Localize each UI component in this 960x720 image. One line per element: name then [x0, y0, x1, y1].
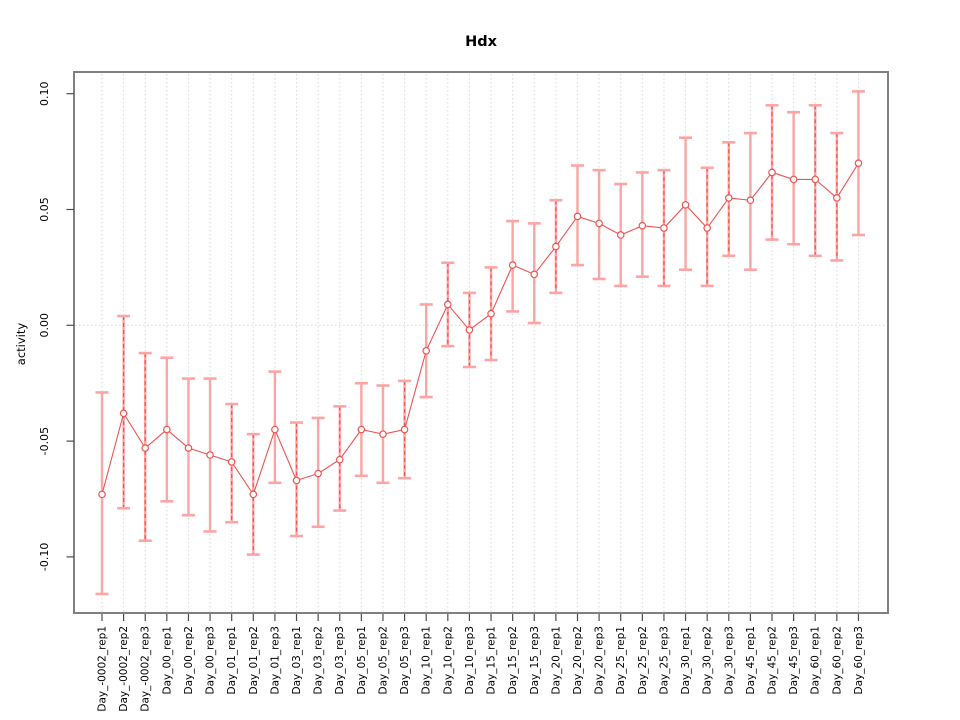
y-tick-label: 0.10 — [38, 81, 51, 106]
x-tick-label: Day_25_rep1 — [615, 626, 627, 695]
data-point — [422, 346, 430, 355]
data-point — [98, 490, 106, 499]
x-tick-label: Day_00_rep3 — [205, 626, 217, 695]
x-tick-label: Day_-0002_rep3 — [140, 626, 152, 712]
data-point — [487, 309, 495, 318]
data-point — [357, 425, 366, 434]
x-tick-label: Day_-0002_rep1 — [97, 626, 109, 712]
data-point — [768, 168, 776, 177]
series-line — [101, 162, 859, 496]
x-tick-label: Day_60_rep2 — [831, 626, 843, 695]
data-point — [508, 261, 517, 269]
data-point — [638, 221, 647, 230]
x-tick-label: Day_20_rep2 — [572, 626, 584, 695]
data-point — [335, 455, 344, 464]
x-tick-label: Day_10_rep1 — [421, 626, 433, 695]
x-tick-label: Day_01_rep3 — [269, 626, 281, 695]
data-point — [379, 430, 387, 438]
plot-frame — [73, 71, 889, 614]
y-tick-label: -0.05 — [38, 427, 51, 455]
data-point — [249, 490, 258, 499]
data-point — [746, 196, 755, 205]
x-tick-label: Day_15_rep2 — [507, 626, 519, 695]
data-point — [552, 242, 560, 251]
x-tick-label: Day_01_rep1 — [226, 626, 238, 695]
x-tick-label: Day_45_rep1 — [745, 626, 757, 695]
data-point — [811, 175, 820, 184]
x-tick-label: Day_03_rep3 — [334, 626, 346, 695]
x-tick-label: Day_15_rep3 — [529, 626, 541, 695]
data-point — [833, 194, 841, 202]
data-point — [141, 444, 150, 452]
x-tick-label: Day_05_rep1 — [356, 626, 368, 695]
data-point — [703, 224, 711, 232]
chart-title: Hdx — [465, 34, 497, 50]
x-tick-label: Day_60_rep3 — [853, 626, 865, 695]
x-tick-label: Day_30_rep1 — [680, 626, 692, 695]
data-point — [595, 219, 603, 228]
data-point — [163, 425, 171, 434]
x-tick-label: Day_03_rep2 — [313, 626, 325, 695]
y-tick-label: 0.00 — [38, 313, 51, 338]
data-point — [292, 476, 301, 485]
data-point — [400, 425, 409, 434]
y-tick-label: -0.10 — [38, 543, 51, 571]
data-point — [616, 231, 625, 239]
data-point — [681, 201, 690, 209]
x-tick-label: Day_10_rep2 — [442, 626, 454, 695]
data-point — [119, 409, 128, 418]
x-tick-label: Day_00_rep2 — [183, 626, 195, 695]
data-point — [573, 212, 582, 221]
x-tick-label: Day_30_rep3 — [723, 626, 735, 695]
x-tick-label: Day_25_rep3 — [658, 626, 670, 695]
x-tick-label: Day_60_rep1 — [810, 626, 822, 695]
x-tick-label: Day_00_rep1 — [161, 626, 173, 695]
data-point — [724, 194, 733, 202]
data-point — [660, 224, 668, 232]
y-tick-label: 0.05 — [38, 197, 51, 222]
x-tick-label: Day_45_rep3 — [788, 626, 800, 695]
x-tick-label: Day_03_rep1 — [291, 626, 303, 695]
x-tick-label: Day_45_rep2 — [767, 626, 779, 695]
data-point — [184, 444, 193, 452]
data-point — [227, 458, 236, 466]
x-tick-label: Day_20_rep1 — [550, 626, 562, 695]
x-tick-label: Day_-0002_rep2 — [118, 626, 130, 712]
data-point — [465, 326, 474, 334]
data-point — [314, 469, 322, 478]
x-tick-label: Day_10_rep3 — [464, 626, 476, 695]
data-point — [854, 159, 863, 167]
x-tick-label: Day_05_rep3 — [399, 626, 411, 695]
data-point — [271, 425, 279, 434]
x-tick-label: Day_25_rep2 — [637, 626, 649, 695]
x-tick-label: Day_05_rep2 — [377, 626, 389, 695]
data-point — [444, 300, 452, 309]
x-tick-label: Day_01_rep2 — [248, 626, 260, 695]
x-tick-label: Day_15_rep1 — [486, 626, 498, 695]
x-tick-label: Day_30_rep2 — [702, 626, 714, 695]
data-point — [530, 270, 539, 279]
data-point — [206, 451, 214, 459]
x-tick-label: Day_20_rep3 — [594, 626, 606, 695]
data-point — [789, 175, 798, 184]
